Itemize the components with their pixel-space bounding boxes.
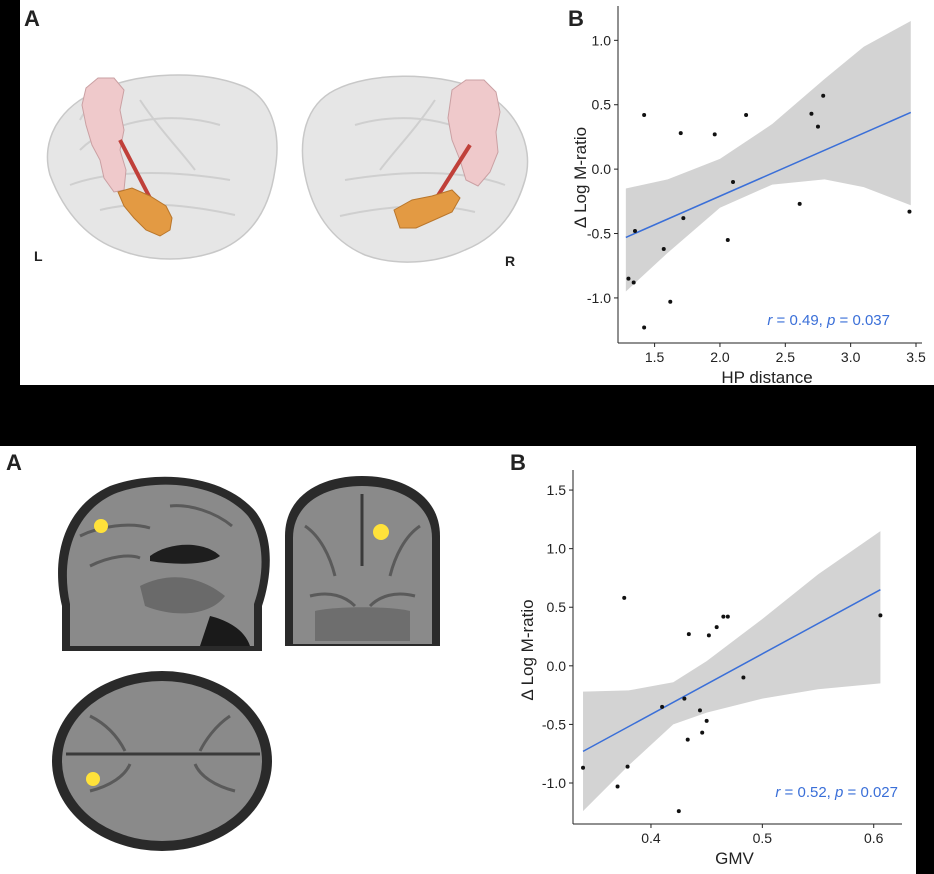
left-pink-region: [81, 77, 127, 193]
top-chart-point-2: [632, 228, 637, 233]
top-chart-point-10: [725, 237, 730, 242]
top-chart-x-tick-label-1: 2.0: [710, 349, 730, 365]
bottom-chart-stat-annotation: r = 0.52, p = 0.027: [775, 784, 898, 801]
bottom-chart-x-axis-label: GMV: [715, 849, 754, 868]
top-chart-point-12: [744, 113, 749, 118]
top-chart-point-4: [642, 325, 647, 330]
bottom-chart-x-tick-label-0: 0.4: [641, 830, 661, 846]
sagittal-slice: [48, 476, 278, 651]
top-chart-point-6: [668, 299, 673, 304]
top-chart-x-tick-label-2: 2.5: [776, 349, 796, 365]
top-chart-regression-line: [625, 111, 912, 239]
right-hemisphere-label: R: [505, 253, 516, 269]
gmv-scatter-chart: -1.0 -0.5 0.0 0.5 1.0 1.5 0.4 0.5 0.6 GMV Δ Log M-…: [518, 470, 902, 868]
bottom-chart-point-10: [700, 730, 705, 735]
sagittal-activation: [94, 519, 108, 533]
top-chart-point-3: [642, 113, 647, 118]
bottom-figure-panel: A B -1.0 -0: [0, 446, 916, 874]
bottom-chart-x-tick-label-2: 0.6: [864, 830, 884, 846]
top-chart-point-7: [678, 131, 683, 136]
right-hemisphere-brain: [301, 75, 529, 263]
left-orange-region: [117, 187, 173, 237]
bottom-chart-point-13: [714, 625, 719, 630]
bottom-chart-point-1: [615, 784, 620, 789]
top-chart-point-0: [626, 276, 631, 281]
bottom-chart-point-12: [706, 633, 711, 638]
coronal-activation: [373, 524, 389, 540]
bottom-chart-point-14: [721, 614, 726, 619]
bottom-chart-point-15: [725, 614, 730, 619]
bottom-chart-point-9: [697, 708, 702, 713]
bottom-chart-point-3: [625, 764, 630, 769]
left-tract: [118, 139, 152, 199]
top-chart-x-tick-label-3: 3.0: [841, 349, 861, 365]
top-chart-point-13: [797, 201, 802, 206]
bottom-panel-b-letter: B: [510, 450, 526, 475]
top-panel-b-letter: B: [568, 6, 584, 31]
top-chart-point-16: [821, 93, 826, 98]
bottom-chart-point-8: [686, 632, 691, 637]
bottom-chart-y-tick-label-3: 0.5: [547, 599, 567, 615]
top-chart-point-1: [631, 280, 636, 285]
axial-activation: [86, 772, 100, 786]
top-chart-x-axis-label: HP distance: [721, 368, 812, 385]
top-chart-y-tick-label-0: -1.0: [587, 290, 611, 306]
bottom-chart-point-16: [741, 675, 746, 680]
bottom-chart-point-7: [685, 737, 690, 742]
top-panel-a-letter: A: [24, 6, 40, 31]
top-chart-point-5: [661, 246, 666, 251]
top-chart-y-tick-label-1: -0.5: [587, 226, 611, 242]
bottom-chart-point-0: [581, 765, 586, 770]
top-chart-stat-annotation: r = 0.49, p = 0.037: [767, 312, 890, 329]
bottom-chart-point-5: [676, 809, 681, 814]
top-figure-panel: A B L R: [20, 0, 934, 385]
top-chart-point-11: [731, 180, 736, 185]
left-hemisphere-label: L: [34, 248, 43, 264]
bottom-chart-point-17: [878, 613, 883, 618]
top-chart-x-tick-label-0: 1.5: [645, 349, 665, 365]
top-chart-y-tick-label-2: 0.0: [592, 161, 612, 177]
bottom-chart-y-tick-label-4: 1.0: [547, 541, 567, 557]
top-chart-point-14: [809, 111, 814, 116]
right-orange-region: [393, 189, 461, 229]
bottom-panel-a-letter: A: [6, 450, 22, 475]
top-chart-point-15: [815, 124, 820, 129]
bottom-chart-y-tick-label-0: -1.0: [542, 775, 566, 791]
top-chart-y-axis-label: Δ Log M-ratio: [571, 127, 590, 228]
top-chart-point-9: [712, 132, 717, 137]
brain-renderings: [46, 74, 529, 263]
bottom-chart-point-4: [660, 704, 665, 709]
axial-slice: [52, 671, 272, 851]
bottom-chart-x-tick-label-1: 0.5: [753, 830, 773, 846]
bottom-chart-y-tick-label-1: -0.5: [542, 716, 566, 732]
top-chart-y-tick-label-3: 0.5: [592, 97, 612, 113]
coronal-slice: [285, 476, 440, 646]
top-chart-y-tick-label-4: 1.0: [592, 32, 612, 48]
bottom-chart-y-axis-label: Δ Log M-ratio: [518, 599, 537, 700]
bottom-chart-point-2: [622, 595, 627, 600]
bottom-chart-y-tick-label-2: 0.0: [547, 658, 567, 674]
bottom-chart-regression-line: [582, 588, 881, 753]
hp-distance-scatter-chart: -1.0 -0.5 0.0 0.5 1.0 1.5 2.0 2.5 3.0 3.5 HP dista…: [571, 6, 926, 385]
bottom-chart-point-6: [682, 696, 687, 701]
top-chart-point-17: [907, 209, 912, 214]
bottom-chart-y-tick-label-5: 1.5: [547, 482, 567, 498]
left-hemisphere-brain: [46, 74, 278, 260]
bottom-chart-point-11: [704, 718, 709, 723]
top-chart-point-8: [681, 216, 686, 221]
mri-slices: [48, 476, 440, 851]
top-chart-confidence-band: [625, 21, 911, 292]
top-chart-x-tick-label-4: 3.5: [906, 349, 926, 365]
